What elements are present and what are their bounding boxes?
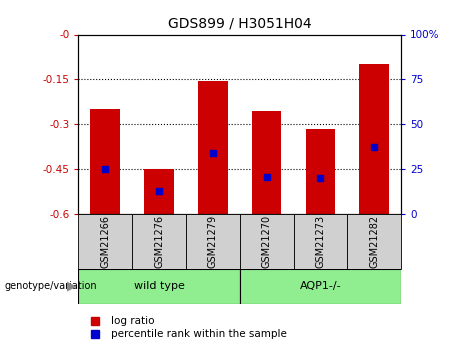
Bar [132,214,186,269]
Bar [90,109,120,214]
Bar [198,81,228,214]
Bar [360,65,389,214]
Bar [306,129,335,214]
Text: GSM21273: GSM21273 [315,215,325,268]
Bar [240,214,294,269]
Text: AQP1-/-: AQP1-/- [300,282,341,291]
Bar [252,111,281,214]
Bar [186,214,240,269]
Bar [144,169,174,214]
Bar [78,269,240,304]
Text: GSM21270: GSM21270 [261,215,272,268]
Bar [347,214,401,269]
Text: GSM21282: GSM21282 [369,215,379,268]
Text: genotype/variation: genotype/variation [5,282,97,291]
Text: GSM21279: GSM21279 [208,215,218,268]
Text: GSM21276: GSM21276 [154,215,164,268]
Text: percentile rank within the sample: percentile rank within the sample [111,329,287,339]
Text: wild type: wild type [134,282,184,291]
Bar [240,269,401,304]
Bar [294,214,347,269]
Bar [78,214,132,269]
Text: ▶: ▶ [67,280,76,293]
Text: log ratio: log ratio [111,316,154,326]
Title: GDS899 / H3051H04: GDS899 / H3051H04 [168,17,312,31]
Text: GSM21266: GSM21266 [100,215,110,268]
